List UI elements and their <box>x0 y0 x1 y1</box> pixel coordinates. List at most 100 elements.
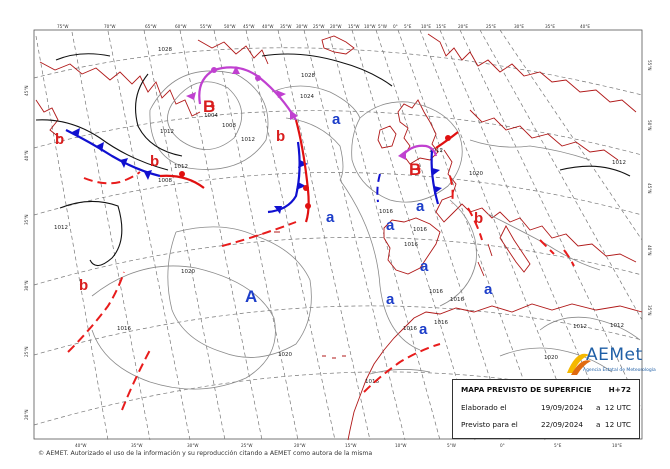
region-labels: a a a a a a a a <box>326 111 493 338</box>
front-tooth <box>434 186 442 194</box>
region-label: a <box>386 291 395 308</box>
isobar-label: 1016 <box>413 227 427 233</box>
tick-right: 35°N <box>647 305 652 316</box>
minor-low-label: b <box>150 153 159 170</box>
elaborated-label: Elaborado el <box>461 403 507 412</box>
tick-top: 5°E <box>404 24 412 29</box>
elaborated-time: 12 UTC <box>604 403 631 412</box>
trough-line <box>363 343 441 393</box>
isobar-label: 1016 <box>117 326 131 332</box>
tick-top: 70°W <box>104 24 116 29</box>
coast-italy <box>499 225 531 273</box>
valid-row: Previsto para el 22/09/2024 a 12 UTC <box>461 420 633 430</box>
forecast-info-box: MAPA PREVISTO DE SUPERFICIE H+72 Elabora… <box>452 379 640 439</box>
tick-top: 35°E <box>545 24 555 29</box>
isobar-line <box>351 101 463 203</box>
tick-bottom: 35°W <box>131 443 143 448</box>
isobar-line <box>469 139 591 161</box>
tick-bottom: 30°W <box>187 443 199 448</box>
valid-time: 12 UTC <box>604 420 631 429</box>
region-label: a <box>416 198 425 215</box>
tick-top: 75°W <box>57 24 69 29</box>
low-center-label: B <box>409 160 421 179</box>
occluded-front-line <box>401 144 438 157</box>
map-frame <box>33 29 643 440</box>
tick-top: 55°W <box>200 24 212 29</box>
trough-line <box>67 271 125 353</box>
trough-line <box>563 249 575 267</box>
tick-top: 15°W <box>348 24 360 29</box>
isobar-line <box>339 179 421 351</box>
front-tooth <box>72 128 80 138</box>
ridge-lines <box>376 173 381 203</box>
front-bump <box>303 185 309 191</box>
tick-right: 50°N <box>647 120 652 131</box>
minor-low-label: b <box>55 131 64 148</box>
aemet-logo-text: AEMet <box>586 345 643 365</box>
coast-africa <box>365 303 643 381</box>
tick-top: 30°E <box>514 24 524 29</box>
coast-corsica <box>487 243 493 257</box>
troughs <box>67 171 575 411</box>
coast-canada <box>35 99 61 139</box>
isobar-label: 1016 <box>429 289 443 295</box>
coast-sardinia <box>477 261 485 277</box>
isobar-line <box>261 53 393 87</box>
tick-top: 50°W <box>224 24 236 29</box>
occluded-front-line <box>198 66 297 121</box>
tick-top: 10°E <box>421 24 431 29</box>
tick-top: 5°W <box>378 24 387 29</box>
tick-top: 20°E <box>458 24 468 29</box>
tick-bottom: 40°W <box>75 443 87 448</box>
isobar-label: 1020 <box>278 352 292 358</box>
ridge-line <box>376 173 381 203</box>
tick-left: 45°N <box>24 85 29 96</box>
tick-top: 10°W <box>364 24 376 29</box>
isobar-label: 1028 <box>301 73 315 79</box>
tick-top: 25°E <box>486 24 496 29</box>
coast-scandinavia <box>427 33 637 113</box>
coast-canaries <box>322 355 346 359</box>
tick-bottom: 25°W <box>241 443 253 448</box>
isobar-line <box>271 85 361 119</box>
region-label: a <box>484 281 493 298</box>
front-tooth <box>298 160 308 168</box>
isobar-label: 1012 <box>54 225 68 231</box>
occluded-front-symbols <box>186 66 406 160</box>
minor-lows: b b b b b <box>55 128 483 294</box>
tick-top: 60°W <box>175 24 187 29</box>
tick-right: 45°N <box>647 183 652 194</box>
front-tooth <box>296 182 306 190</box>
isobar-label: 1016 <box>379 209 393 215</box>
isobar-label: 1024 <box>300 94 314 100</box>
trough-line <box>83 171 141 185</box>
map-title: MAPA PREVISTO DE SUPERFICIE <box>461 385 592 394</box>
isobar-label: 1012 <box>573 324 587 330</box>
coast-greenland-east <box>197 39 269 65</box>
isobar-label: 1016 <box>403 326 417 332</box>
isobars-bold <box>35 53 631 267</box>
warm-front-bumps <box>179 135 451 209</box>
front-bump <box>255 75 261 81</box>
isobar-line <box>285 117 344 181</box>
isobar-label: 1016 <box>434 320 448 326</box>
isobar-line <box>35 119 169 171</box>
tick-left: 40°N <box>24 150 29 161</box>
center-marker <box>417 167 421 171</box>
isobar-label: 1012 <box>160 129 174 135</box>
low-center-label: B <box>203 97 215 116</box>
isobar-label: 1016 <box>365 379 379 385</box>
aemet-logo-subtitle: Agencia Estatal de Meteorología <box>583 368 656 373</box>
isobar-line <box>539 316 641 341</box>
coast-iberia <box>383 217 441 275</box>
valid-label: Previsto para el <box>461 420 518 429</box>
isobar-label: 1020 <box>544 355 558 361</box>
tick-left: 20°N <box>24 409 29 420</box>
elaborated-a: a <box>596 403 601 412</box>
trough-line <box>121 349 151 411</box>
coast-greenland <box>39 61 201 117</box>
tick-top: 35°W <box>280 24 292 29</box>
isobar-label: 1020 <box>469 171 483 177</box>
cold-front-line <box>430 149 440 205</box>
